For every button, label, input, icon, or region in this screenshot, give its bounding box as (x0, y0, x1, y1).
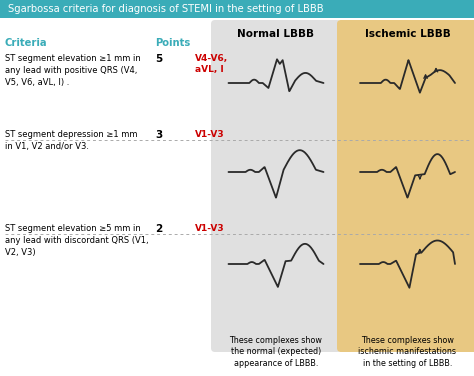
Text: These complexes show
the normal (expected)
appearance of LBBB.: These complexes show the normal (expecte… (229, 336, 322, 368)
Text: Criteria: Criteria (5, 38, 47, 48)
Text: V1-V3: V1-V3 (195, 130, 225, 139)
Text: ST segment elevation ≥1 mm in
any lead with positive QRS (V4,
V5, V6, aVL, I) .: ST segment elevation ≥1 mm in any lead w… (5, 54, 141, 86)
Text: Points: Points (155, 38, 190, 48)
Text: V1-V3: V1-V3 (195, 224, 225, 233)
Text: ST segment depression ≥1 mm
in V1, V2 and/or V3.: ST segment depression ≥1 mm in V1, V2 an… (5, 130, 137, 151)
Text: V4-V6,
aVL, I: V4-V6, aVL, I (195, 54, 228, 74)
Text: 2: 2 (155, 224, 162, 234)
Text: 5: 5 (155, 54, 162, 64)
Text: ST segment elevation ≥5 mm in
any lead with discordant QRS (V1,
V2, V3): ST segment elevation ≥5 mm in any lead w… (5, 224, 149, 256)
Bar (0, 0, 474, 18)
FancyBboxPatch shape (211, 20, 341, 352)
Text: These complexes show
ischemic manifestations
in the setting of LBBB.: These complexes show ischemic manifestat… (358, 336, 456, 368)
Text: Sgarbossa criteria for diagnosis of STEMI in the setting of LBBB: Sgarbossa criteria for diagnosis of STEM… (8, 4, 324, 14)
FancyBboxPatch shape (337, 20, 474, 352)
Text: Ischemic LBBB: Ischemic LBBB (365, 29, 450, 39)
Text: 3: 3 (155, 130, 162, 140)
Text: Normal LBBB: Normal LBBB (237, 29, 315, 39)
